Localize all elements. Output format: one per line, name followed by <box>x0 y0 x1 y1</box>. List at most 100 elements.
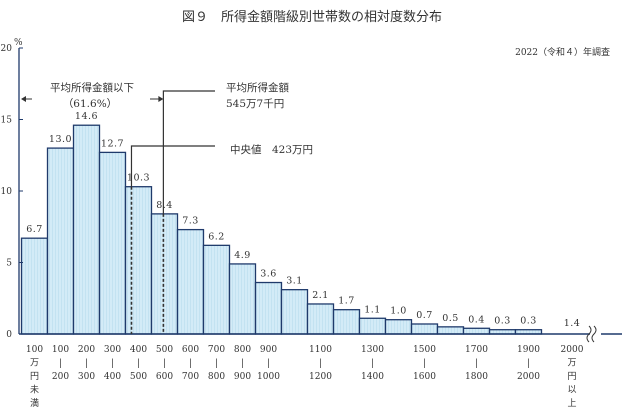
data-label: 2.1 <box>312 290 329 301</box>
chart-title: 図９ 所得金額階級別世帯数の相対度数分布 <box>182 9 442 25</box>
x-tick-label: 300 <box>104 345 121 355</box>
below-mean-percent: （61.6%） <box>63 98 117 110</box>
x-tick-label: 400 <box>104 372 121 382</box>
bar <box>98 151 127 335</box>
right-arrow-icon <box>158 96 164 102</box>
x-tick-label: | <box>189 359 192 369</box>
bar <box>462 327 491 335</box>
x-tick-label: | <box>163 359 166 369</box>
bar <box>176 228 205 335</box>
data-label: 0.3 <box>520 316 537 327</box>
bar <box>358 317 387 335</box>
bar <box>202 244 231 335</box>
x-tick-label: 1700 <box>465 345 488 355</box>
x-tick-label: 1600 <box>413 372 436 382</box>
x-tick-label: 100 <box>26 345 43 355</box>
data-label: 12.7 <box>101 138 124 149</box>
x-tick-label: 400 <box>130 345 147 355</box>
y-tick-label: 10 <box>1 187 13 197</box>
y-tick-label: 20 <box>1 44 13 54</box>
x-tick-label: | <box>137 359 140 369</box>
data-label: 1.0 <box>390 306 407 317</box>
bar <box>46 147 75 335</box>
y-tick-label: 15 <box>1 116 13 126</box>
x-tick-label: 800 <box>234 345 251 355</box>
y-axis-unit: % <box>14 38 23 48</box>
data-label: 1.4 <box>564 318 581 329</box>
data-label: 10.3 <box>127 173 150 184</box>
x-tick-label: 700 <box>182 372 199 382</box>
data-label: 7.3 <box>182 216 199 227</box>
y-tick-label: 0 <box>6 330 12 340</box>
data-label: 0.3 <box>494 316 511 327</box>
x-tick-label: 未 <box>30 384 39 396</box>
data-label: 1.7 <box>338 296 355 307</box>
x-tick-label: 500 <box>130 372 147 382</box>
x-tick-label: 円 <box>30 371 39 382</box>
median-label: 中央値 423万円 <box>230 143 313 156</box>
x-tick-label: 500 <box>156 345 173 355</box>
x-tick-label: 1100 <box>309 345 332 355</box>
bar <box>72 124 101 335</box>
x-tick-label: | <box>371 359 374 369</box>
x-tick-label: | <box>111 359 114 369</box>
bar <box>384 319 413 335</box>
x-tick-label: 200 <box>78 345 95 355</box>
bar <box>410 323 439 335</box>
x-tick-label: 1900 <box>517 345 540 355</box>
data-label: 3.6 <box>260 269 277 280</box>
x-tick-label: | <box>319 359 322 369</box>
data-label: 8.4 <box>156 200 173 211</box>
x-tick-label: | <box>215 359 218 369</box>
axis-break-icon <box>586 325 597 343</box>
data-label: 6.7 <box>26 224 43 235</box>
bar <box>280 289 309 335</box>
x-tick-label: 円 <box>567 371 576 382</box>
y-tick-label: 5 <box>6 259 12 269</box>
x-tick-label: 1500 <box>413 345 436 355</box>
x-tick-label: | <box>267 359 270 369</box>
data-label: 0.5 <box>442 313 459 324</box>
x-tick-label: 1800 <box>465 372 488 382</box>
x-tick-label: 以 <box>567 386 576 396</box>
below-mean-label: 平均所得金額以下 <box>50 81 134 94</box>
x-tick-label: 900 <box>234 372 251 382</box>
x-tick-label: 2000 <box>561 345 584 355</box>
x-tick-label: 上 <box>567 398 576 409</box>
x-tick-label: 1300 <box>361 345 384 355</box>
data-label: 14.6 <box>75 111 98 122</box>
x-tick-label: 300 <box>78 372 95 382</box>
mean-leader-line <box>162 90 215 214</box>
data-label: 13.0 <box>49 134 72 145</box>
survey-year: 2022（令和４）年調査 <box>515 46 610 58</box>
data-label: 0.7 <box>416 310 433 321</box>
bar <box>306 303 335 335</box>
bar <box>150 213 179 335</box>
data-label: 0.4 <box>468 314 485 325</box>
x-tick-label: 700 <box>208 345 225 355</box>
x-tick-label: | <box>475 359 478 369</box>
median-leader-line <box>130 145 215 187</box>
x-tick-label: | <box>85 359 88 369</box>
data-label: 1.1 <box>364 304 381 315</box>
x-tick-label: 1400 <box>361 372 384 382</box>
x-tick-label: 100 <box>52 345 69 355</box>
x-tick-label: 900 <box>260 345 277 355</box>
mean-value: 545万7千円 <box>226 98 284 110</box>
bar <box>228 263 257 335</box>
bar <box>20 237 49 335</box>
x-tick-label: 満 <box>30 398 39 409</box>
x-tick-label: 2000 <box>517 372 540 382</box>
left-arrow-icon <box>21 96 26 102</box>
x-tick-label: | <box>527 359 530 369</box>
x-tick-label: | <box>59 359 62 369</box>
x-tick-label: 1200 <box>309 372 332 382</box>
bar <box>436 326 465 335</box>
x-tick-label: 万 <box>567 359 576 369</box>
x-tick-label: | <box>423 359 426 369</box>
x-tick-label: 200 <box>52 372 69 382</box>
bar <box>254 281 283 335</box>
x-tick-label: 600 <box>156 372 173 382</box>
data-label: 3.1 <box>286 276 303 287</box>
